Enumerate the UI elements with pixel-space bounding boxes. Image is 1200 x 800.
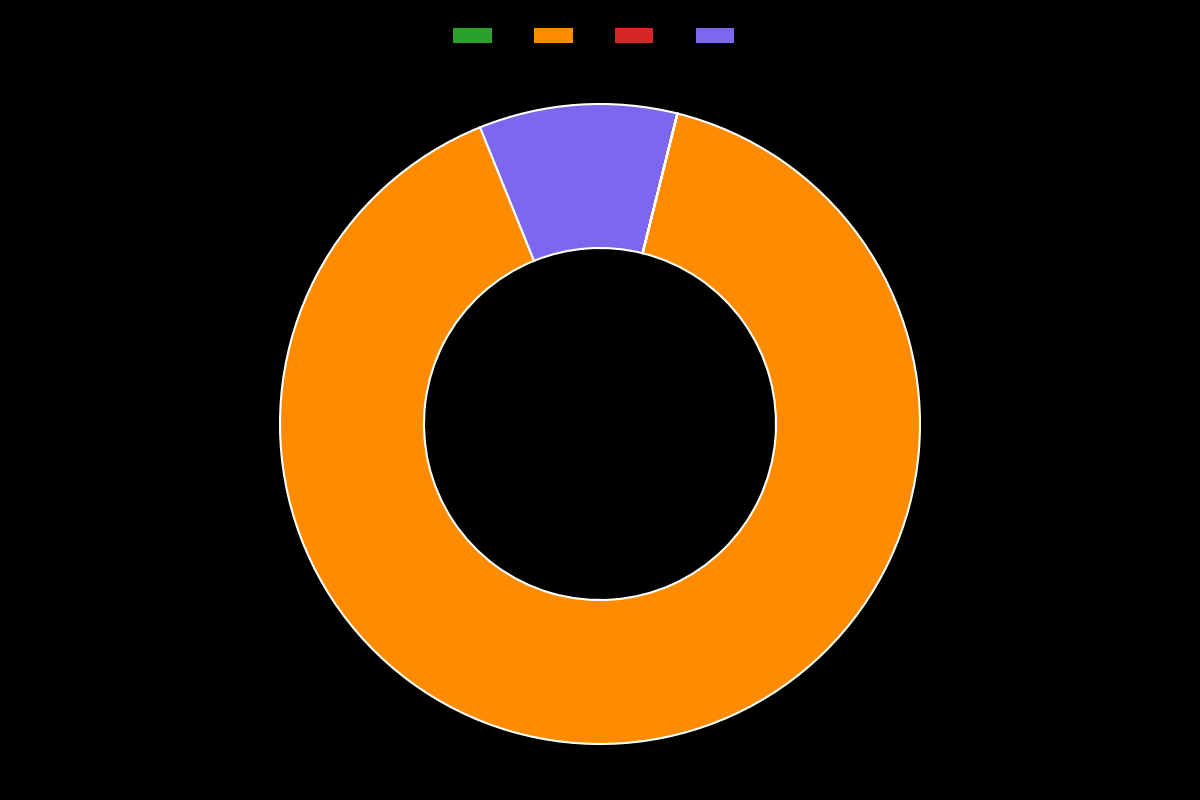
Wedge shape bbox=[280, 114, 920, 744]
Wedge shape bbox=[642, 114, 677, 254]
Wedge shape bbox=[642, 114, 678, 254]
Legend: , , , : , , , bbox=[448, 22, 752, 50]
Wedge shape bbox=[480, 104, 677, 261]
